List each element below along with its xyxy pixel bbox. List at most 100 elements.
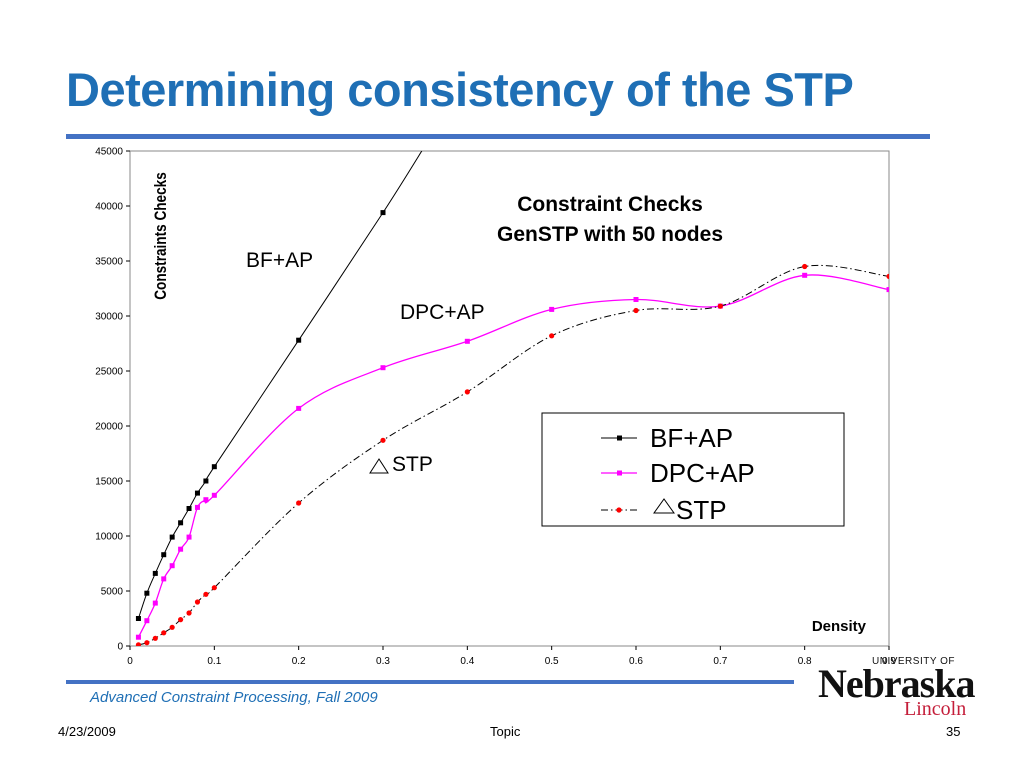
data-point [211,585,217,591]
x-tick-label: 0.9 [882,656,896,667]
slide-title: Determining consistency of the STP [66,63,854,116]
triangle-icon [653,498,675,514]
legend-marker [617,470,622,476]
data-point [194,490,200,496]
data-point [144,618,150,624]
data-point [296,405,302,411]
data-point [194,504,200,510]
data-point [186,610,192,616]
series-label-bfap: BF+AP [246,249,313,272]
x-tick-label: 0.4 [460,656,474,667]
y-axis-label: Constraints Checks [152,172,171,300]
data-point [169,534,175,540]
data-point [211,492,217,498]
data-point [178,546,184,552]
footer-topic: Topic [490,724,521,739]
data-point [802,272,808,278]
data-point [464,338,470,344]
series-bfap [135,151,423,621]
data-point [380,365,386,371]
legend-marker [616,507,622,513]
data-point [161,630,167,636]
y-tick-label: 15000 [95,477,123,488]
footer-course-title: Advanced Constraint Processing, Fall 200… [90,689,378,706]
y-tick-label: 30000 [95,312,123,323]
series-stp [135,263,889,646]
legend-marker [617,435,622,441]
data-point [380,210,386,216]
footer-page-number: 35 [946,724,961,739]
logo-university-of: UNIVERSITY OF [872,656,955,667]
data-point [464,389,470,395]
data-point [178,520,184,526]
data-point [161,576,167,582]
data-point [161,552,167,558]
data-point [135,642,142,646]
data-point [380,437,386,443]
data-point [152,570,158,576]
legend-box [541,412,845,527]
data-point [186,506,192,511]
triangle-icon [369,458,389,474]
y-tick-label: 35000 [95,257,123,268]
data-point [203,497,209,503]
y-tick-label: 20000 [95,422,123,433]
data-point [135,634,141,640]
data-point [152,635,158,641]
y-tick-label: 40000 [95,202,123,213]
chart-title-line2: GenSTP with 50 nodes [497,223,723,246]
x-tick-label: 0 [127,656,133,667]
data-point [886,273,889,279]
data-point [194,599,201,605]
data-point [296,500,302,506]
legend-label: DPC+AP [650,458,755,488]
x-tick-label: 0.7 [713,656,727,667]
data-point [135,616,141,621]
logo-lincoln: Lincoln [904,698,967,720]
series-line [138,264,889,646]
university-logo: UNIVERSITY OF Nebraska Lincoln [818,656,975,720]
data-point [549,333,555,339]
legend: BF+AP DPC+AP STP [541,412,845,527]
y-tick-label: 45000 [95,147,123,158]
series-label-stp: STP [392,453,433,476]
footer-date: 4/23/2009 [58,724,116,739]
series-dpcap [135,272,889,640]
series-label-dpcap: DPC+AP [400,301,485,324]
data-point [203,478,209,484]
x-axis-label: Density [812,618,867,635]
data-point [549,306,555,312]
x-tick-label: 0.5 [545,656,559,667]
x-tick-label: 0.2 [292,656,306,667]
data-point [169,563,175,569]
data-point [211,464,217,470]
data-point [186,534,192,540]
chart: 0 5000 10000 15000 20000 25000 30000 35000 40000… [95,147,896,668]
data-point [144,590,150,596]
footer-divider [66,680,794,684]
data-point [178,617,184,623]
data-point [203,591,209,597]
y-tick-label: 5000 [101,587,124,598]
y-tick-label: 0 [117,642,123,653]
y-tick-label: 25000 [95,367,123,378]
legend-label: STP [676,495,727,525]
data-point [633,307,639,314]
data-point [152,600,158,606]
x-tick-label: 0.6 [629,656,643,667]
data-point [296,337,302,343]
x-tick-label: 0.8 [798,656,812,667]
data-point [886,287,889,293]
logo-nebraska: Nebraska [818,661,975,706]
data-point [144,640,150,646]
data-point [169,624,175,630]
x-tick-label: 0.3 [376,656,390,667]
title-divider [66,134,930,139]
legend-label: BF+AP [650,423,733,453]
data-point [717,303,723,309]
chart-title-line1: Constraint Checks [517,193,703,216]
data-point [802,263,808,270]
y-tick-label: 10000 [95,532,123,543]
x-tick-label: 0.1 [207,656,221,667]
data-point [633,297,639,302]
